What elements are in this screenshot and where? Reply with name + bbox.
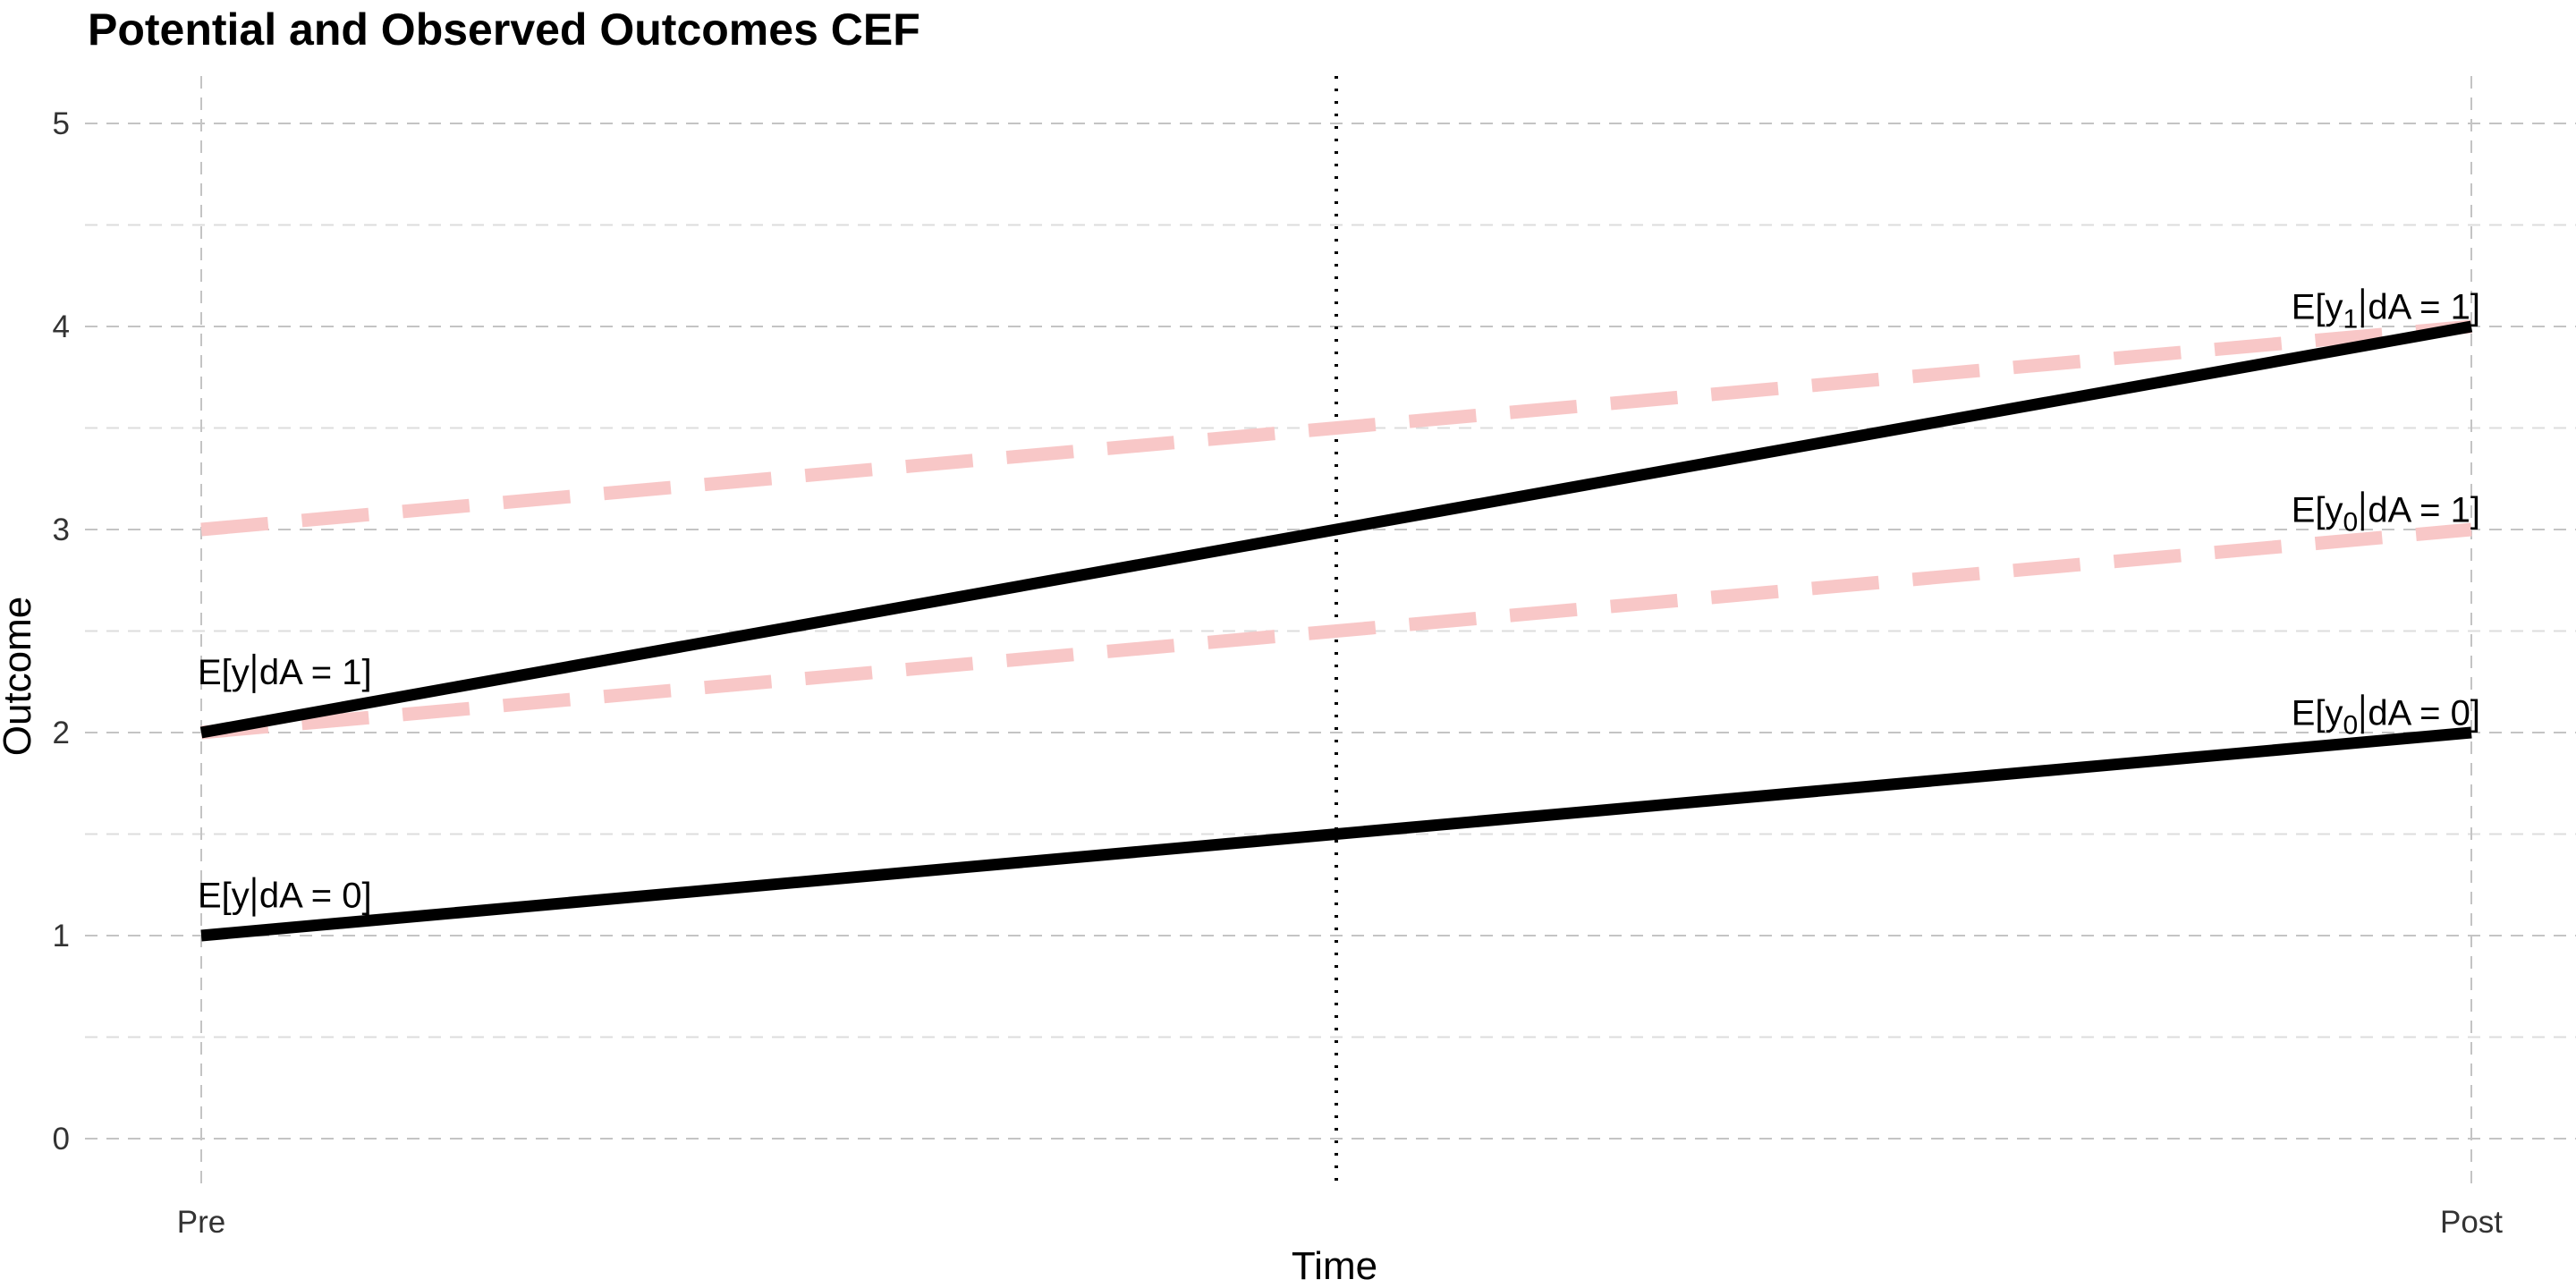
series-line-cf_y0 (200, 522, 2472, 740)
annotation-ann-y-dA0: E[y dA = 0] (198, 877, 372, 917)
annotation-ann-y-dA1: E[y dA = 1] (198, 653, 372, 693)
y-tick-label: 0 (53, 1122, 70, 1157)
y-tick-label: 4 (53, 309, 70, 344)
chart-title: Potential and Observed Outcomes CEF (88, 4, 920, 55)
annotation-tail: dA = 0] (259, 877, 372, 916)
y-tick-label: 1 (53, 919, 70, 953)
annotation-base: E[y (198, 877, 250, 916)
series-line-cf_y1 (200, 319, 2472, 537)
annotation-base: E[y (2292, 693, 2343, 733)
annotation-text: E[y0 dA = 0] (2292, 693, 2480, 740)
annotation-subscript: 0 (2343, 507, 2359, 537)
x-tick-label: Post (2440, 1205, 2503, 1240)
annotation-subscript: 0 (2343, 710, 2359, 740)
y-tick-label: 5 (53, 106, 70, 141)
annotation-text: E[y1 dA = 1] (2292, 287, 2480, 334)
annotations: E[y dA = 1]E[y dA = 0]E[y1 dA = 1]E[y0 d… (198, 287, 2480, 917)
x-tick-labels: Pre Post (177, 1205, 2504, 1240)
annotation-ann-y0-dA1: E[y0 dA = 1] (2292, 490, 2480, 537)
x-axis-title: Time (1292, 1244, 1377, 1288)
y-axis-title: Outcome (0, 597, 39, 757)
x-tick-label: Pre (177, 1205, 225, 1240)
series-layer (199, 319, 2473, 942)
annotation-subscript: 1 (2343, 304, 2359, 334)
annotation-base: E[y (2292, 490, 2343, 530)
y-tick-label: 3 (53, 513, 70, 547)
annotation-text: E[y0 dA = 1] (2292, 490, 2480, 537)
annotation-ann-y1-dA1: E[y1 dA = 1] (2292, 287, 2480, 334)
series-line-obs_treated (199, 320, 2473, 739)
y-tick-label: 2 (53, 716, 70, 750)
annotation-tail: dA = 1] (2368, 490, 2480, 530)
annotation-ann-y0-dA0: E[y0 dA = 0] (2292, 693, 2480, 740)
annotation-text: E[y dA = 1] (198, 653, 372, 692)
annotation-tail: dA = 1] (2368, 287, 2480, 326)
annotation-text: E[y dA = 0] (198, 877, 372, 916)
annotation-tail: dA = 1] (259, 653, 372, 692)
annotation-tail: dA = 0] (2368, 693, 2480, 733)
y-tick-labels: 0 1 2 3 4 5 (53, 106, 70, 1157)
series-line-obs_control (200, 726, 2472, 942)
annotation-base: E[y (2292, 287, 2343, 326)
annotation-base: E[y (198, 653, 250, 692)
